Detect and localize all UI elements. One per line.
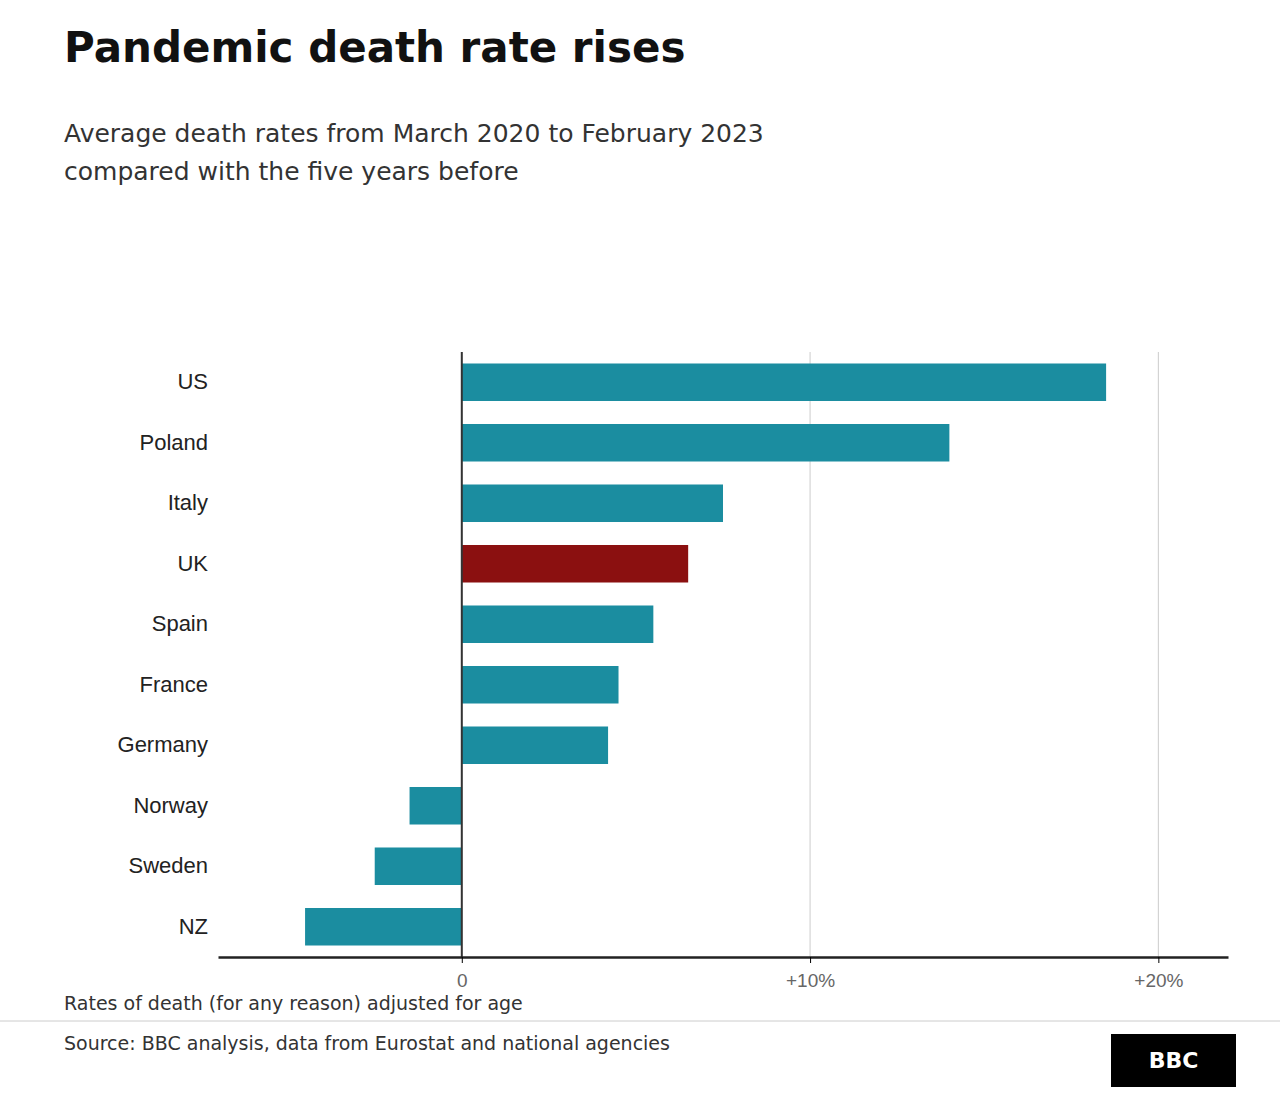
plot-area: 0 +10% +20% US Poland Italy UK Spain France Germa… xyxy=(118,352,1229,991)
x-axis: 0 +10% +20% xyxy=(219,957,1229,991)
y-tick-label: NZ xyxy=(179,914,208,939)
y-tick-label: Italy xyxy=(168,490,208,515)
y-tick-label: Norway xyxy=(133,793,208,818)
x-tick: 0 xyxy=(457,957,468,991)
y-axis: US Poland Italy UK Spain France Germany Norway S… xyxy=(118,369,209,939)
y-tick: NZ xyxy=(179,914,208,939)
x-tick-mark xyxy=(462,957,463,963)
subtitle: Average death rates from March 2020 to F… xyxy=(64,119,764,186)
bar xyxy=(462,605,654,643)
x-tick-label: 0 xyxy=(457,970,468,991)
logo-text: BBC xyxy=(1149,1048,1199,1073)
y-tick: Germany xyxy=(118,732,208,757)
bar xyxy=(462,484,723,522)
bar xyxy=(410,787,462,825)
y-tick: UK xyxy=(177,551,208,576)
logo: BBC xyxy=(1111,1034,1236,1087)
grid-line xyxy=(461,352,462,957)
y-tick-label: US xyxy=(177,369,208,394)
y-tick: Sweden xyxy=(128,853,208,878)
y-tick-label: Germany xyxy=(118,732,208,757)
y-tick: Italy xyxy=(168,490,208,515)
grid xyxy=(462,352,1159,957)
subtitle-line: compared with the five years before xyxy=(64,157,519,186)
y-tick: US xyxy=(177,369,208,394)
source: Source: BBC analysis, data from Eurostat… xyxy=(64,1032,670,1054)
bar xyxy=(462,363,1106,401)
y-tick-label: Sweden xyxy=(128,853,208,878)
y-tick: France xyxy=(140,672,208,697)
bar xyxy=(462,726,608,764)
zero-line xyxy=(461,352,463,957)
grid-line xyxy=(1158,352,1159,957)
bars xyxy=(305,363,1106,945)
x-tick-mark xyxy=(1158,957,1159,963)
x-tick-label: +20% xyxy=(1134,970,1183,991)
x-tick: +10% xyxy=(786,957,835,991)
y-tick: Norway xyxy=(133,793,208,818)
y-tick-label: Poland xyxy=(139,430,208,455)
separator xyxy=(0,1021,1280,1022)
chart-svg: Pandemic death rate rises Average death r… xyxy=(0,0,1280,1100)
y-tick-label: Spain xyxy=(152,611,208,636)
bar xyxy=(375,847,462,885)
x-tick-label: +10% xyxy=(786,970,835,991)
subtitle-line: Average death rates from March 2020 to F… xyxy=(64,119,764,148)
bar xyxy=(305,908,462,946)
y-tick: Poland xyxy=(139,430,208,455)
x-axis-line xyxy=(219,956,1229,959)
y-tick: Spain xyxy=(152,611,208,636)
title: Pandemic death rate rises xyxy=(64,23,685,72)
x-tick-mark xyxy=(810,957,811,963)
bar xyxy=(462,666,619,704)
y-tick-label: France xyxy=(140,672,208,697)
bar xyxy=(462,545,688,583)
x-tick: +20% xyxy=(1134,957,1183,991)
x-axis-label: Rates of death (for any reason) adjusted… xyxy=(64,992,523,1014)
bar xyxy=(462,424,950,462)
y-tick-label: UK xyxy=(177,551,208,576)
logo-box xyxy=(1111,1034,1236,1087)
